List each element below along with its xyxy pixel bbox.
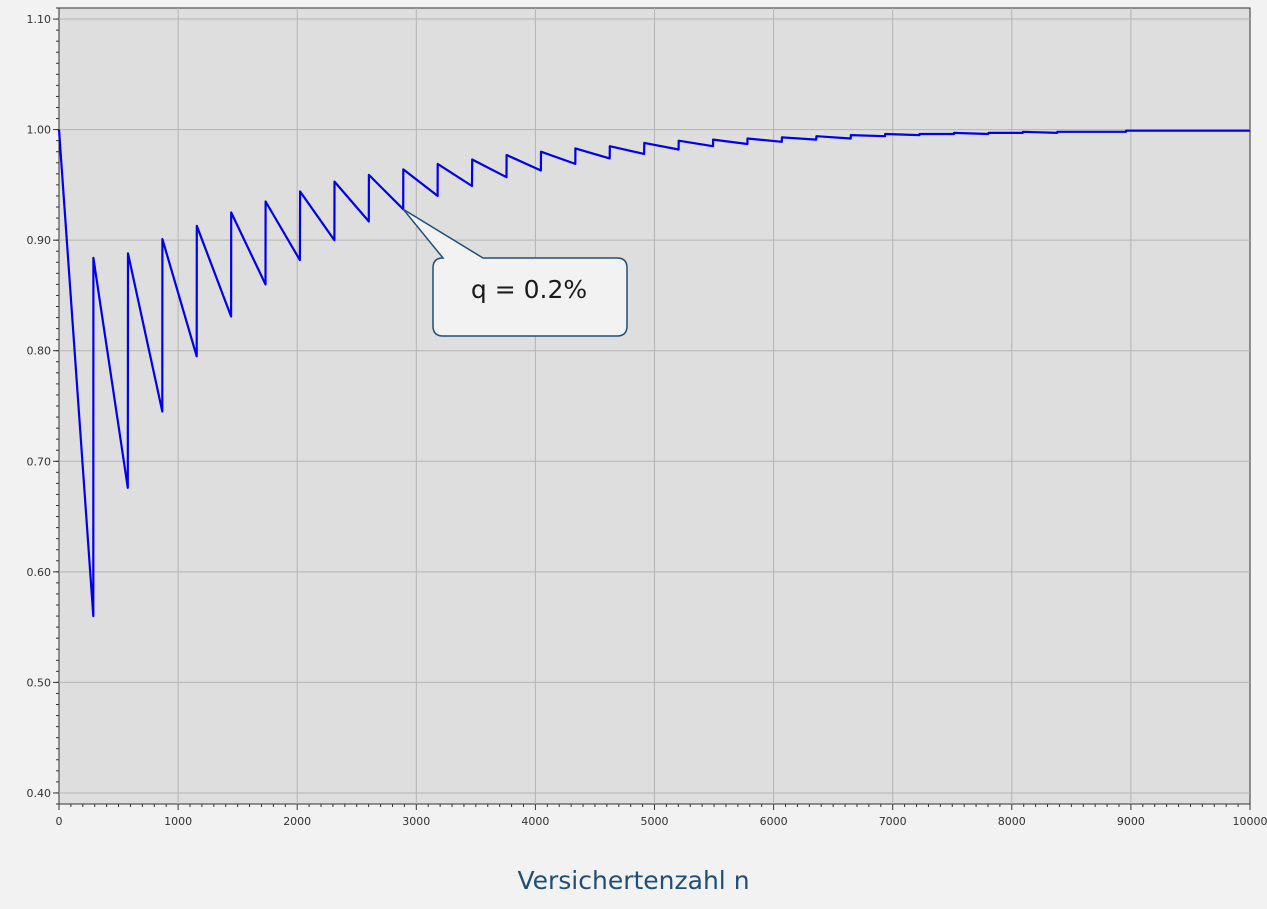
y-tick-label: 0.70: [27, 455, 52, 468]
x-tick-label: 2000: [283, 815, 311, 828]
y-tick-label: 0.50: [27, 676, 52, 689]
y-tick-label: 0.60: [27, 566, 52, 579]
x-tick-label: 6000: [760, 815, 788, 828]
annotation-text: q = 0.2%: [471, 275, 587, 304]
x-tick-label: 9000: [1117, 815, 1145, 828]
x-tick-label: 5000: [641, 815, 669, 828]
y-tick-label: 0.40: [27, 787, 52, 800]
x-tick-label: 3000: [402, 815, 430, 828]
y-tick-label: 0.90: [27, 234, 52, 247]
x-tick-label: 8000: [998, 815, 1026, 828]
y-tick-label: 1.10: [27, 13, 52, 26]
x-tick-label: 4000: [521, 815, 549, 828]
y-tick-label: 1.00: [27, 124, 52, 137]
x-tick-label: 7000: [879, 815, 907, 828]
x-tick-label: 10000: [1233, 815, 1267, 828]
x-axis-label: Versichertenzahl n: [0, 866, 1267, 895]
y-tick-label: 0.80: [27, 345, 52, 358]
x-tick-label: 0: [56, 815, 63, 828]
x-tick-label: 1000: [164, 815, 192, 828]
